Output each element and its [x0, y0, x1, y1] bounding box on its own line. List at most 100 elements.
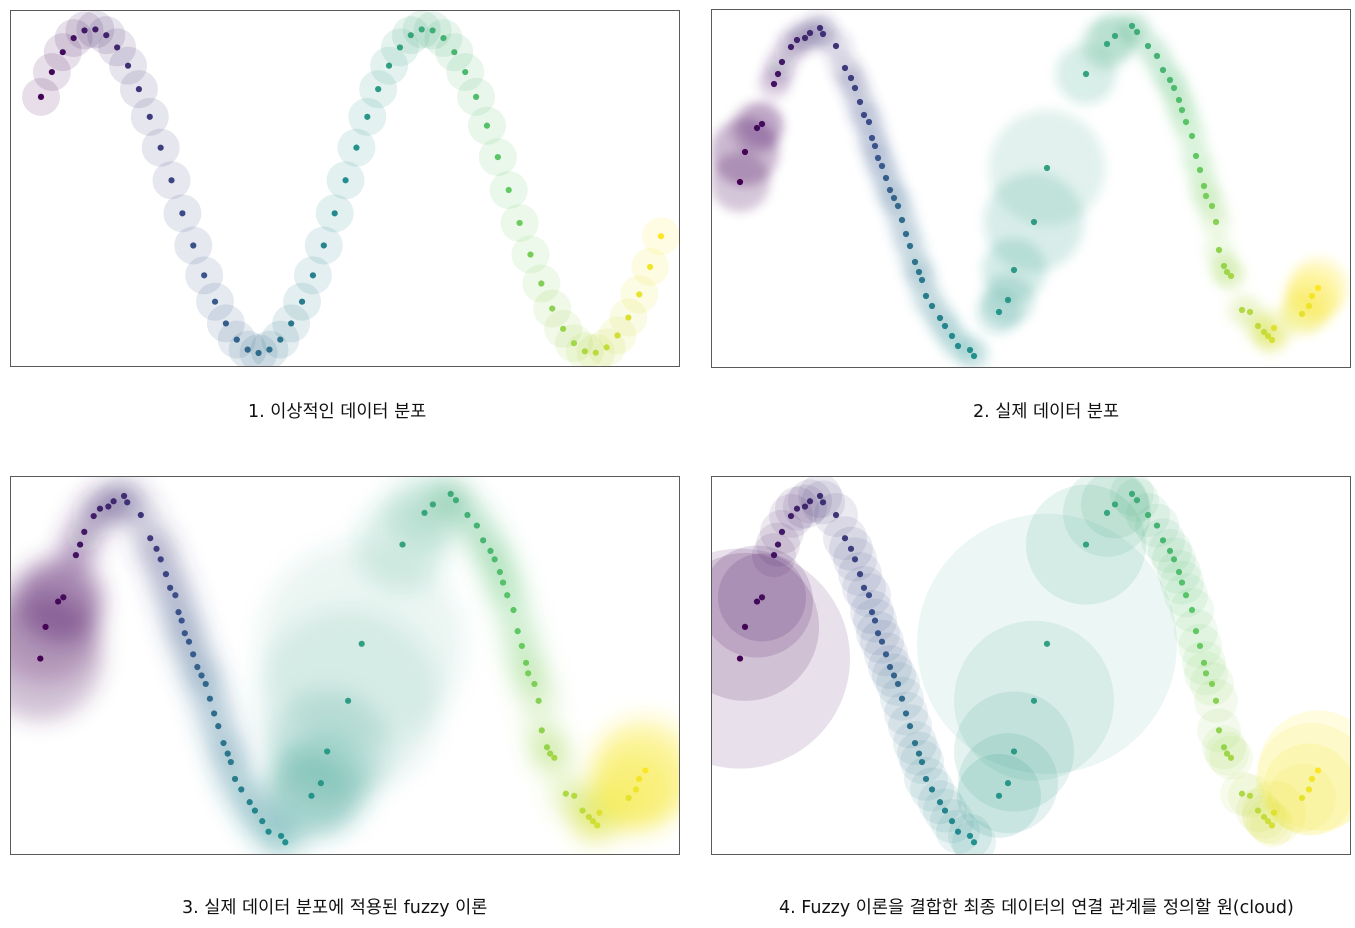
data-point — [819, 30, 827, 38]
data-point — [1182, 118, 1190, 126]
data-point — [865, 118, 873, 126]
data-point — [1212, 218, 1220, 226]
data-point — [898, 216, 906, 224]
data-point — [1111, 501, 1119, 508]
data-point — [865, 592, 873, 599]
data-point — [1170, 84, 1178, 92]
data-point — [774, 70, 782, 78]
data-point — [1200, 659, 1208, 666]
data-point — [936, 314, 944, 322]
data-point — [452, 497, 460, 504]
data-point — [549, 305, 556, 312]
data-point — [157, 556, 164, 563]
data-point — [886, 186, 894, 194]
data-point — [871, 142, 879, 150]
data-point — [871, 617, 879, 624]
data-point — [1144, 42, 1152, 50]
data-point — [120, 492, 128, 500]
halo-layer — [22, 11, 679, 366]
data-point — [162, 571, 170, 578]
data-point — [1260, 813, 1268, 821]
data-point — [353, 144, 360, 151]
data-point — [868, 134, 876, 142]
fuzzy-distribution-canvas — [11, 477, 679, 854]
data-point — [259, 818, 266, 825]
data-point — [179, 210, 186, 217]
halo-circle — [712, 545, 813, 658]
data-point — [451, 49, 458, 56]
plot-fuzzy-distribution — [10, 476, 680, 855]
data-point — [1188, 132, 1196, 140]
data-point — [1188, 606, 1196, 614]
data-point — [96, 505, 104, 512]
data-point — [505, 186, 512, 194]
data-point — [175, 609, 182, 616]
data-point — [1166, 76, 1174, 84]
data-point — [758, 120, 766, 128]
data-point — [499, 579, 507, 586]
data-point — [847, 545, 855, 552]
data-point — [736, 655, 744, 662]
data-point — [1220, 262, 1228, 270]
data-point — [135, 86, 142, 93]
data-point — [856, 571, 864, 578]
data-point — [1153, 522, 1161, 529]
data-point — [941, 322, 949, 330]
data-point — [918, 758, 926, 766]
data-point — [954, 342, 962, 350]
data-point — [632, 786, 640, 793]
data-point — [527, 251, 534, 258]
data-point — [841, 64, 849, 72]
data-point — [298, 298, 306, 305]
data-point — [494, 154, 501, 161]
data-point — [70, 35, 77, 42]
data-point — [801, 34, 809, 42]
data-point — [277, 832, 285, 840]
data-point — [429, 27, 436, 34]
data-point — [657, 233, 665, 240]
data-point — [202, 680, 209, 688]
data-point — [375, 86, 382, 93]
data-point — [331, 210, 338, 217]
data-point — [364, 113, 371, 120]
data-point — [625, 794, 632, 802]
data-point — [244, 346, 251, 353]
data-point — [288, 320, 295, 327]
data-point — [251, 807, 259, 814]
data-point — [941, 807, 949, 814]
data-point — [525, 670, 532, 677]
data-point — [787, 43, 795, 51]
data-point — [124, 499, 131, 506]
data-point — [496, 568, 503, 576]
data-point — [806, 498, 814, 505]
data-point — [1227, 272, 1235, 280]
data-point — [1192, 152, 1200, 160]
data-point — [1220, 744, 1228, 751]
data-point — [1246, 792, 1254, 799]
data-point — [1223, 750, 1231, 757]
data-point — [741, 148, 749, 156]
data-point — [592, 349, 599, 356]
data-point — [1043, 164, 1051, 172]
data-point — [816, 24, 824, 32]
data-point — [238, 786, 245, 793]
data-point — [137, 511, 144, 519]
data-point — [255, 349, 262, 357]
data-point — [1182, 592, 1190, 599]
data-point — [948, 818, 956, 825]
data-point — [1298, 310, 1306, 318]
data-point — [1103, 40, 1111, 48]
data-point — [421, 509, 428, 516]
data-point — [1128, 490, 1136, 497]
data-point — [37, 655, 44, 662]
cloud-distribution-canvas — [712, 477, 1350, 854]
data-point — [1268, 822, 1276, 829]
caption-ideal-distribution: 1. 이상적인 데이터 분포 — [248, 402, 427, 422]
data-point — [753, 124, 761, 132]
data-point — [878, 162, 886, 170]
data-point — [222, 320, 230, 327]
data-point — [1305, 786, 1313, 793]
data-point — [571, 792, 578, 799]
data-point — [1133, 28, 1141, 36]
data-point — [890, 194, 898, 202]
